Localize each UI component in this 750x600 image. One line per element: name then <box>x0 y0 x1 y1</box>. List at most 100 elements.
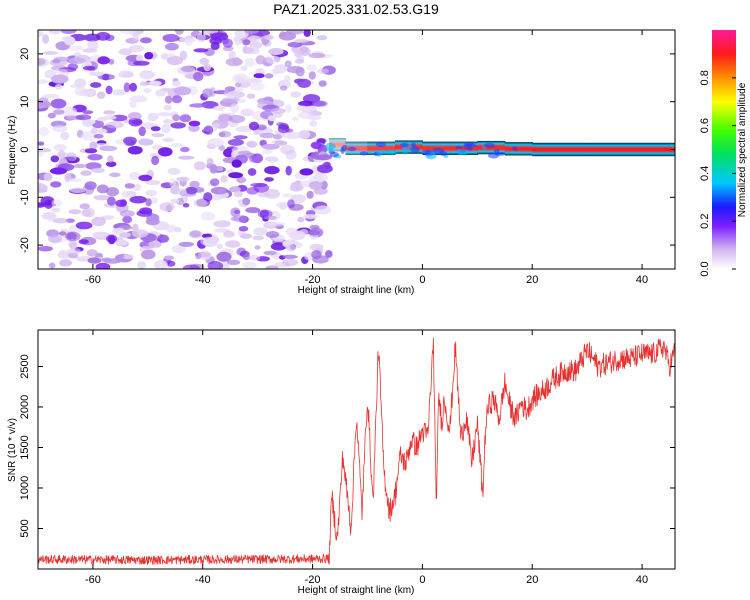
figure-title: PAZ1.2025.331.02.53.G19 <box>273 1 439 17</box>
noise-blob <box>164 95 173 104</box>
noise-blob <box>171 245 187 253</box>
noise-blob <box>43 172 53 182</box>
noise-blob <box>227 138 244 146</box>
ridge-halo <box>375 150 388 154</box>
ridge-halo <box>467 143 478 148</box>
noise-blob <box>234 82 242 88</box>
noise-blob <box>162 34 180 42</box>
noise-blob <box>282 254 298 259</box>
noise-blob <box>294 50 303 58</box>
noise-blob <box>72 163 87 169</box>
noise-blob <box>246 93 256 99</box>
noise-blob <box>265 55 281 64</box>
spectrogram-noise <box>38 30 336 269</box>
noise-blob <box>82 110 94 115</box>
noise-blob <box>53 143 67 152</box>
noise-blob <box>42 34 49 44</box>
noise-blob <box>201 101 219 109</box>
x-tick-label: 40 <box>636 274 648 286</box>
y-tick-label: -20 <box>19 237 31 253</box>
noise-blob <box>179 50 188 61</box>
noise-blob <box>282 193 294 198</box>
colorbar: 0.0 0.2 0.4 0.6 0.8 Normalized spectral ampl… <box>699 30 748 277</box>
noise-blob <box>195 252 202 260</box>
noise-blob <box>289 184 304 192</box>
noise-blob <box>213 105 226 111</box>
colorbar-ticks: 0.0 0.2 0.4 0.6 0.8 <box>699 70 736 277</box>
noise-blob <box>97 128 108 134</box>
noise-blob <box>245 207 261 214</box>
noise-blob <box>246 140 258 148</box>
noise-blob <box>50 167 67 175</box>
noise-blob <box>189 180 200 188</box>
noise-blob <box>66 247 81 255</box>
noise-blob <box>109 172 121 178</box>
noise-blob <box>306 64 318 71</box>
noise-blob <box>42 51 59 55</box>
noise-blob <box>52 125 68 132</box>
noise-blob <box>199 57 210 65</box>
noise-blob <box>228 50 236 60</box>
noise-blob <box>138 138 154 146</box>
noise-blob <box>310 141 322 149</box>
noise-blob <box>185 186 198 195</box>
noise-blob <box>38 246 53 252</box>
noise-blob <box>81 209 92 217</box>
noise-blob <box>150 126 161 132</box>
ridge-segment <box>532 142 588 157</box>
noise-blob <box>234 38 241 46</box>
x-tick-label: 0 <box>419 574 425 586</box>
noise-blob <box>115 199 127 207</box>
noise-blob <box>60 131 70 141</box>
snr-x-axis-label: Height of straight line (km) <box>298 585 415 596</box>
noise-blob <box>265 265 279 269</box>
noise-blob <box>47 234 63 243</box>
noise-blob <box>285 104 292 113</box>
noise-blob <box>316 35 328 41</box>
noise-blob <box>103 110 116 115</box>
noise-blob <box>262 149 273 155</box>
noise-blob <box>297 216 305 223</box>
noise-blob <box>299 168 314 176</box>
noise-blob <box>50 181 62 188</box>
noise-blob <box>166 260 176 267</box>
noise-blob <box>203 125 214 135</box>
noise-blob <box>106 187 119 197</box>
noise-blob <box>74 78 87 88</box>
noise-blob <box>247 35 262 42</box>
noise-blob <box>210 32 229 41</box>
noise-blob <box>140 37 152 44</box>
noise-blob <box>118 48 133 56</box>
noise-blob <box>57 252 73 259</box>
noise-blob <box>306 190 314 199</box>
ridge-halo <box>494 152 506 156</box>
y-tick-label: 20 <box>19 48 31 60</box>
noise-blob <box>229 103 240 114</box>
noise-blob <box>118 239 128 246</box>
noise-blob <box>58 149 65 159</box>
noise-blob <box>314 205 332 215</box>
noise-blob <box>137 261 147 269</box>
noise-blob <box>103 258 122 264</box>
noise-blob <box>170 198 180 204</box>
noise-blob <box>82 119 96 125</box>
noise-blob <box>128 44 145 53</box>
noise-blob <box>122 215 133 224</box>
ridge-halo <box>359 151 369 156</box>
spectrogram-signal-ridge <box>325 138 675 160</box>
noise-blob <box>53 68 68 74</box>
y-tick-label: -10 <box>19 189 31 205</box>
noise-blob <box>148 240 161 249</box>
colorbar-tick-label: 0.4 <box>699 166 711 181</box>
colorbar-tick-label: 0.0 <box>699 261 711 276</box>
noise-blob <box>162 137 174 143</box>
noise-blob <box>203 192 213 202</box>
noise-blob <box>158 147 173 157</box>
noise-blob <box>203 63 211 72</box>
noise-blob <box>155 89 167 97</box>
noise-blob <box>316 154 333 161</box>
noise-blob <box>259 132 275 139</box>
spectrogram-y-ticks: -20 -10 0 10 20 <box>19 48 675 253</box>
noise-blob <box>234 75 245 84</box>
ridge-halo <box>329 152 340 157</box>
